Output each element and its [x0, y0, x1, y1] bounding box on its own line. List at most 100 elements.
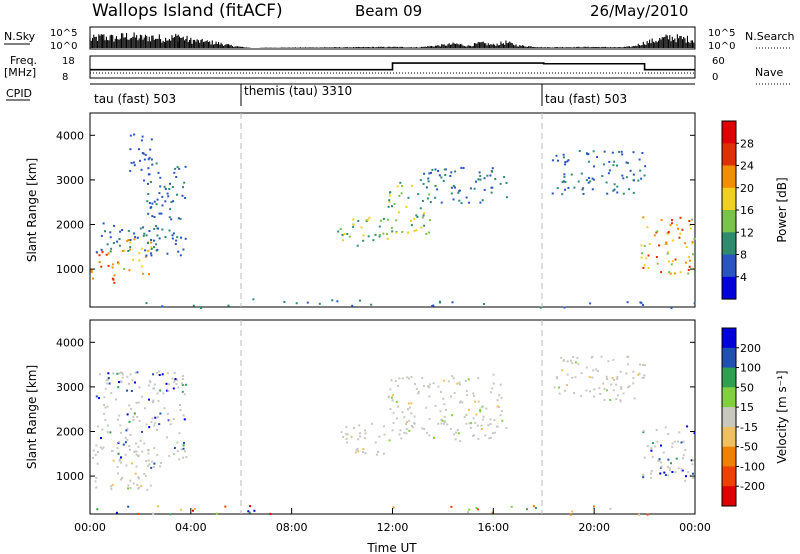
power-point: [104, 230, 106, 233]
power-point: [346, 233, 349, 235]
station-title: Wallops Island (fitACF): [92, 1, 283, 21]
power-point: [172, 200, 175, 203]
power-point: [155, 162, 158, 165]
power-point: [563, 306, 566, 309]
power-point: [140, 265, 143, 268]
power-point: [168, 229, 171, 232]
velocity-point: [555, 376, 558, 378]
velocity-point: [158, 374, 161, 376]
velocity-panel: 1000 2000 3000 4000 00:00 04:00 08:00 12:00 16:…: [25, 319, 789, 554]
power-point: [473, 187, 476, 190]
velocity-point: [459, 440, 462, 443]
velocity-point: [479, 410, 482, 413]
power-point: [252, 298, 255, 301]
velocity-point: [445, 409, 447, 411]
velocity-scatter: [92, 355, 696, 516]
power-point: [625, 176, 628, 179]
y-tick-label: 1000: [56, 263, 84, 276]
power-point: [483, 303, 486, 305]
power-point: [176, 193, 178, 196]
velocity-point: [451, 414, 454, 417]
velocity-point: [655, 429, 658, 431]
velocity-point: [106, 405, 109, 408]
power-point: [440, 201, 443, 204]
velocity-point: [345, 438, 348, 440]
velocity-point: [642, 473, 645, 476]
power-point: [494, 178, 497, 181]
power-point: [648, 242, 651, 245]
nsky-bars: [89, 32, 695, 48]
velocity-point: [500, 410, 503, 413]
velocity-point: [641, 475, 644, 477]
power-point: [155, 203, 158, 206]
x-tick-label: 00:00: [74, 521, 106, 534]
power-point: [374, 233, 377, 236]
velocity-point: [456, 428, 459, 431]
velocity-point: [132, 415, 135, 418]
velocity-point: [667, 465, 670, 468]
velocity-point: [153, 447, 156, 450]
velocity-point: [112, 372, 115, 375]
y-tick-label: 3000: [56, 174, 84, 187]
velocity-point: [453, 392, 456, 394]
power-point: [443, 168, 446, 171]
velocity-point: [611, 377, 614, 379]
velocity-point: [470, 422, 473, 425]
velocity-point: [132, 482, 135, 485]
velocity-point: [664, 426, 667, 429]
velocity-point: [500, 396, 503, 399]
power-ylabel: Slant Range [km]: [25, 158, 39, 262]
power-point: [111, 263, 114, 266]
power-point: [658, 244, 661, 247]
power-point: [596, 156, 599, 158]
velocity-point: [526, 508, 529, 511]
velocity-y-axis: 1000 2000 3000 4000: [56, 336, 695, 483]
velocity-colorbar: 200 100 50 15 -15 -50 -100 -200: [721, 327, 765, 507]
freq-right-tick-top: 60: [712, 56, 725, 67]
velocity-point: [452, 377, 455, 380]
power-point: [434, 196, 437, 199]
power-point: [158, 212, 161, 215]
velocity-point: [633, 397, 636, 400]
velocity-point: [474, 400, 476, 403]
colorbar-swatch: [722, 328, 736, 349]
power-point: [159, 176, 162, 179]
velocity-point: [392, 506, 395, 509]
power-point: [132, 258, 135, 261]
velocity-point: [459, 383, 462, 386]
velocity-point: [120, 478, 123, 481]
velocity-point: [692, 459, 695, 462]
velocity-point: [441, 419, 444, 422]
velocity-point: [428, 386, 431, 389]
power-point: [592, 150, 595, 153]
power-point: [458, 199, 461, 202]
power-point: [687, 268, 690, 271]
velocity-point: [556, 377, 559, 380]
velocity-point: [638, 513, 641, 516]
power-point: [477, 178, 480, 181]
velocity-point: [394, 380, 397, 383]
power-point: [643, 245, 646, 247]
velocity-point: [390, 396, 393, 399]
power-point: [643, 174, 646, 177]
velocity-point: [139, 439, 142, 442]
velocity-point: [602, 382, 605, 385]
velocity-point: [346, 441, 349, 444]
velocity-point: [588, 375, 591, 378]
velocity-point: [592, 369, 595, 372]
velocity-point: [126, 413, 129, 416]
velocity-point: [103, 396, 106, 399]
power-point: [142, 226, 145, 229]
velocity-point: [115, 511, 118, 514]
velocity-point: [125, 464, 128, 467]
velocity-point: [184, 450, 186, 453]
power-point: [479, 201, 482, 204]
velocity-point: [667, 433, 670, 435]
power-point: [389, 191, 392, 194]
colorbar-tick-label: -200: [740, 480, 765, 493]
power-point: [417, 193, 420, 196]
x-tick-label: 04:00: [175, 521, 207, 534]
power-point: [129, 134, 132, 137]
power-point: [147, 193, 150, 195]
power-point: [148, 273, 150, 276]
